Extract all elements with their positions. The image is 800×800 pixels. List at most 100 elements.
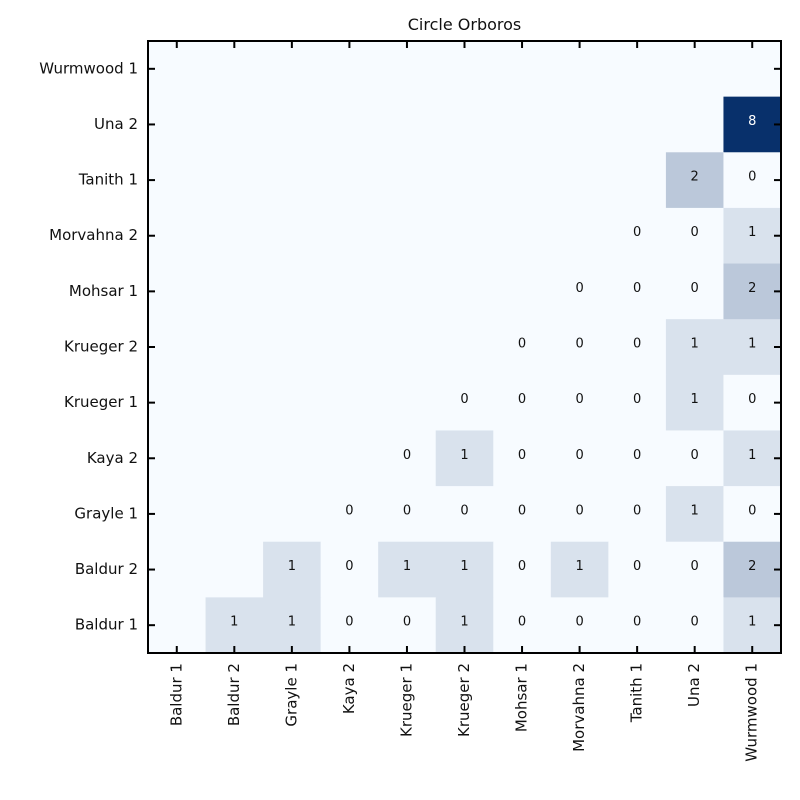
heatmap-cell (608, 374, 667, 431)
cell-value-label: 0 (575, 337, 583, 352)
cell-value-label: 2 (748, 281, 756, 296)
heatmap-cell (148, 541, 207, 598)
heatmap-cell (148, 263, 207, 320)
heatmap-cell (435, 207, 494, 265)
heatmap-cell (723, 541, 782, 598)
y-tick-label: Grayle 1 (74, 504, 138, 522)
heatmap-cell (148, 374, 207, 431)
cell-value-label: 1 (403, 559, 411, 574)
heatmap-cell (435, 541, 494, 598)
cell-value-label: 0 (633, 615, 641, 630)
cell-value-label: 0 (518, 559, 526, 574)
heatmap-cell (550, 541, 609, 598)
heatmap-cell (435, 263, 494, 320)
heatmap-cell (493, 41, 552, 98)
cell-value-label: 0 (691, 615, 699, 630)
cell-value-label: 0 (633, 337, 641, 352)
x-tick-label: Tanith 1 (628, 663, 646, 723)
cell-value-label: 1 (575, 559, 583, 574)
heatmap-cell (550, 597, 609, 654)
heatmap-cell (550, 96, 609, 153)
cell-value-label: 1 (288, 559, 296, 574)
cell-value-label: 0 (691, 281, 699, 296)
heatmap-cell (608, 541, 667, 598)
cell-value-label: 0 (575, 392, 583, 407)
cell-value-label: 0 (691, 448, 699, 463)
heatmap-cell (378, 430, 437, 487)
cell-value-label: 0 (403, 615, 411, 630)
heatmap-cell (608, 41, 667, 98)
x-tick-label: Morvahna 2 (570, 663, 588, 752)
y-tick-label: Baldur 1 (75, 616, 138, 634)
heatmap-cell (320, 486, 379, 543)
y-axis-tick-labels: Wurmwood 1 Una 2 Tanith 1 Morvahna 2 Mohsar … (39, 59, 138, 633)
cell-value-label: 1 (691, 337, 699, 352)
cell-value-label: 1 (748, 615, 756, 630)
heatmap-cell (148, 41, 207, 98)
heatmap-cell (550, 263, 609, 320)
heatmap-cell (608, 430, 667, 487)
heatmap-cell (320, 541, 379, 598)
chart-title: Circle Orboros (408, 15, 521, 34)
heatmap-cell (665, 96, 724, 153)
heatmap-cell (435, 597, 494, 654)
heatmap-cell (205, 207, 264, 265)
heatmap-cell (493, 486, 552, 543)
heatmap-cell (493, 96, 552, 153)
heatmap-cell (320, 96, 379, 153)
cell-value-label: 0 (460, 392, 468, 407)
cell-value-label: 1 (748, 337, 756, 352)
x-tick-label: Mohsar 1 (513, 663, 531, 732)
heatmap-cell (665, 41, 724, 98)
y-tick-label: Kaya 2 (87, 449, 138, 467)
cell-value-label: 0 (575, 281, 583, 296)
cell-value-label: 0 (518, 448, 526, 463)
cell-value-label: 0 (575, 448, 583, 463)
heatmap-cells (148, 41, 782, 654)
cell-value-label: 1 (460, 559, 468, 574)
heatmap-cell (205, 541, 264, 598)
heatmap-cell (263, 152, 322, 209)
heatmap-cell (550, 486, 609, 543)
heatmap-cell (378, 263, 437, 320)
heatmap-cell (435, 96, 494, 153)
heatmap-cell (608, 319, 667, 376)
heatmap-cell (320, 319, 379, 376)
heatmap-cell (665, 374, 724, 431)
x-tick-label: Baldur 1 (167, 663, 185, 726)
heatmap-cell (550, 152, 609, 209)
heatmap-cell (148, 152, 207, 209)
heatmap-cell (263, 374, 322, 431)
cell-value-label: 1 (748, 225, 756, 240)
cell-value-label: 0 (633, 448, 641, 463)
heatmap-cell (723, 319, 782, 376)
heatmap-cell (550, 41, 609, 98)
cell-value-label: 1 (460, 448, 468, 463)
heatmap-cell (723, 374, 782, 431)
cell-value-label: 0 (748, 392, 756, 407)
cell-value-label: 0 (518, 503, 526, 518)
heatmap-cell (378, 319, 437, 376)
heatmap-cell (435, 374, 494, 431)
y-tick-label: Baldur 2 (75, 560, 138, 578)
heatmap-cell (148, 207, 207, 265)
cell-value-label: 8 (748, 114, 756, 129)
heatmap-cell (435, 152, 494, 209)
heatmap-cell (205, 41, 264, 98)
heatmap-cell (550, 430, 609, 487)
cell-value-label: 0 (518, 337, 526, 352)
x-tick-label: Wurmwood 1 (743, 663, 761, 762)
heatmap-cell (723, 263, 782, 320)
heatmap-cell (550, 374, 609, 431)
heatmap-cell (665, 263, 724, 320)
heatmap-cell (493, 430, 552, 487)
cell-value-label: 0 (345, 503, 353, 518)
heatmap-cell (320, 597, 379, 654)
cell-value-label: 1 (288, 615, 296, 630)
heatmap-cell (148, 430, 207, 487)
x-tick-label: Krueger 1 (397, 663, 415, 737)
heatmap-cell (378, 207, 437, 265)
heatmap-cell (493, 152, 552, 209)
cell-value-label: 0 (691, 559, 699, 574)
heatmap-cell (205, 319, 264, 376)
